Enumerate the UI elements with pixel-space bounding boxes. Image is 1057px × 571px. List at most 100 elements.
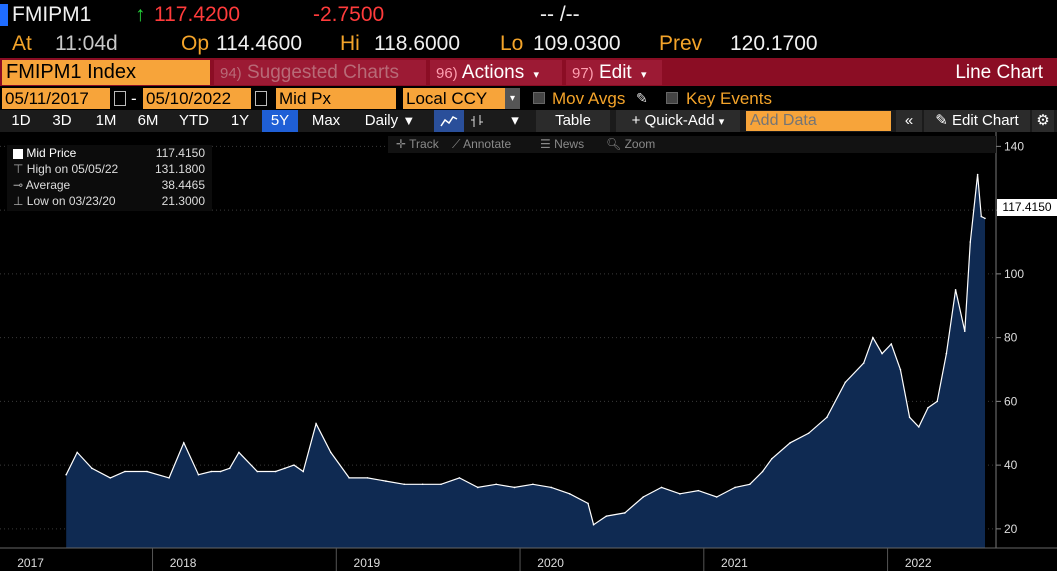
annotate-tool[interactable]: ⟋ Annotate [452, 137, 512, 151]
actions-menu-button[interactable]: 96) Actions ▾ [430, 60, 562, 85]
last-price: 117.4200 [154, 3, 241, 26]
range-1y-button[interactable]: 1Y [230, 112, 250, 129]
data-point [872, 336, 874, 339]
edit-menu-button[interactable]: 97) Edit ▾ [566, 60, 662, 85]
data-point [748, 483, 751, 486]
high-marker-icon: ⊤ [13, 162, 27, 176]
mov-avgs-checkbox[interactable] [533, 92, 545, 104]
quote-stats: At 11:04d Op 114.4600 Hi 118.6000 Lo 109… [0, 29, 1057, 57]
suggested-charts-button[interactable]: 94) Suggested Charts [214, 60, 426, 85]
dropdown-arrow-icon: ▾ [718, 116, 725, 128]
mid-price-label: Mid Price [26, 146, 77, 160]
data-point [568, 493, 571, 495]
x-tick-label: 2018 [170, 556, 197, 570]
prev-value: 120.1700 [730, 32, 818, 55]
key-events-checkbox[interactable] [666, 92, 678, 104]
range-1m-button[interactable]: 1M [95, 112, 117, 129]
x-year-dividers: 2017 2018 2019 2020 2021 2022 [17, 548, 932, 571]
actions-number: 96) [436, 65, 458, 82]
toolbar: 1D 3D 1M 6M YTD 1Y 5Y Max Daily ▼ ▾ Tabl… [0, 110, 1057, 132]
high-value: 131.1800 [154, 162, 205, 176]
currency-selector[interactable]: Local CCY [403, 88, 519, 109]
chart-style-dropdown-icon[interactable]: ▾ [511, 112, 519, 129]
data-point [238, 451, 240, 454]
average-marker-icon: ⊸ [13, 178, 26, 192]
high-label: High on 05/05/22 [26, 162, 119, 176]
average-label: Average [25, 178, 71, 192]
currency-dropdown-icon[interactable]: ▾ [505, 88, 520, 109]
legend-row-low: ⊥ Low on 03/23/20 21.3000 [13, 193, 209, 209]
change-arrow-icon: ↑ [135, 3, 146, 26]
data-point [587, 502, 589, 505]
key-events-label: Key Events [686, 89, 772, 108]
dropdown-arrow-icon: ▾ [641, 69, 647, 81]
mid-price-value: 117.4150 [155, 146, 205, 160]
data-point [476, 486, 479, 489]
data-point [440, 483, 442, 486]
y-tick-label: 20 [1004, 522, 1018, 536]
edit-chart-button[interactable]: ✎ Edit Chart [924, 110, 1030, 132]
pencil-icon[interactable]: ✎ [636, 90, 648, 106]
table-button[interactable]: Table [536, 110, 610, 132]
x-tick-label: 2022 [905, 556, 932, 570]
data-point [642, 496, 644, 498]
calendar-icon[interactable] [114, 91, 126, 106]
plus-icon: + [631, 112, 645, 129]
data-point [256, 470, 259, 473]
low-label: Low on 03/23/20 [26, 194, 116, 208]
data-point [302, 470, 305, 473]
quick-add-button[interactable]: + Quick-Add ▾ [616, 110, 740, 132]
chart-type-title: Line Chart [955, 62, 1043, 83]
data-point [495, 483, 497, 486]
bar-chart-icon[interactable] [466, 110, 488, 132]
data-point [761, 470, 764, 473]
low-marker-icon: ⊥ [13, 194, 27, 208]
data-point [293, 464, 295, 466]
x-tick-label: 2021 [721, 556, 748, 570]
range-5y-button[interactable]: 5Y [262, 110, 298, 132]
track-label: Track [409, 137, 439, 151]
data-point [969, 241, 972, 243]
range-6m-button[interactable]: 6M [137, 112, 159, 129]
suggested-charts-label: Suggested Charts [246, 62, 400, 83]
x-tick-label: 2020 [537, 556, 564, 570]
pencil-icon: ✎ [935, 112, 953, 129]
add-data-input[interactable] [746, 111, 891, 131]
security-field[interactable]: FMIPM1 Index [2, 60, 210, 85]
data-point [679, 493, 681, 495]
y-tick-label: 60 [1004, 394, 1018, 408]
end-date-field[interactable]: 05/10/2022 [143, 88, 251, 109]
data-point [936, 400, 938, 403]
data-point [124, 470, 126, 473]
data-point [908, 416, 911, 419]
calendar-icon[interactable] [255, 91, 267, 106]
net-change: -2.7500 [313, 3, 385, 26]
data-point [623, 512, 626, 514]
start-date-field[interactable]: 05/11/2017 [2, 88, 110, 109]
range-ytd-button[interactable]: YTD [179, 112, 209, 129]
gear-icon[interactable]: ⚙ [1032, 110, 1054, 132]
data-point [329, 451, 332, 454]
y-tick-label: 80 [1004, 331, 1018, 345]
mid-price-swatch [13, 148, 23, 159]
news-tool[interactable]: ☰ News [540, 137, 585, 151]
data-point [734, 486, 736, 489]
range-max-button[interactable]: Max [311, 112, 341, 129]
data-point [348, 477, 350, 479]
price-area [66, 174, 985, 548]
range-1d-button[interactable]: 1D [11, 112, 31, 129]
high-label: Hi [340, 32, 360, 55]
actions-label: Actions [461, 62, 525, 83]
line-chart-icon[interactable] [434, 110, 464, 132]
data-point [890, 343, 893, 345]
collapse-icon[interactable]: « [896, 110, 922, 132]
chart-tools-bar: ✛ Track ⟋ Annotate ☰ News 🔍︎ Zoom [388, 136, 996, 153]
legend-row-high: ⊤ High on 05/05/22 131.1800 [13, 161, 209, 177]
low-value: 109.0300 [533, 32, 621, 55]
range-3d-button[interactable]: 3D [52, 112, 72, 129]
zoom-tool[interactable]: 🔍︎ Zoom [606, 137, 656, 151]
track-tool[interactable]: ✛ Track [396, 137, 439, 151]
field-selector[interactable]: Mid Px [276, 88, 396, 109]
settings-row: 05/11/2017 - 05/10/2022 Mid Px Local CCY… [0, 88, 1057, 110]
period-selector[interactable]: Daily ▼ [354, 110, 426, 132]
